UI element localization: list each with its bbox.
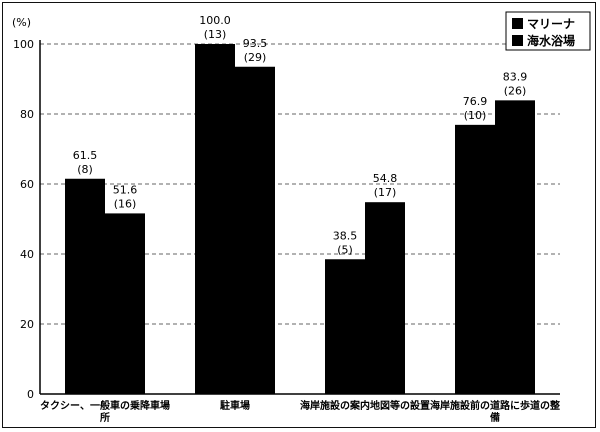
bar [105,213,145,394]
category-label: タクシー、一般車の乗降車場 [40,399,170,412]
y-tick-label: 40 [20,248,34,261]
y-tick-labels: 0 20 40 60 80 100 [13,38,34,401]
bar [65,178,105,394]
data-label-value: 83.9 [503,70,528,83]
category-label: 備 [490,411,500,424]
data-label-count: (29) [244,51,267,64]
data-label-count: (13) [204,28,227,41]
data-label-value: 38.5 [333,229,358,242]
data-label-count: (26) [504,84,527,97]
y-tick-label: 100 [13,38,34,51]
data-label-count: (8) [77,163,93,176]
data-labels: 61.5(8) 51.6(16) 100.0(13) 93.5(29) 38.5(5) 5… [73,14,528,256]
bar [455,124,495,394]
y-tick-label: 60 [20,178,34,191]
bar [325,259,365,394]
category-label: 駐車場 [220,399,250,412]
data-label-value: 54.8 [373,172,398,185]
y-tick-label: 0 [27,388,34,401]
legend-label: 海水浴場 [527,33,575,48]
data-label-count: (10) [464,109,487,122]
data-label-count: (16) [114,197,137,210]
y-axis-label: (%) [12,16,31,29]
legend-label: マリーナ [527,17,575,31]
bar [235,66,275,394]
data-label-value: 100.0 [199,14,231,27]
bar [365,202,405,394]
legend-swatch [512,35,523,46]
y-tick-label: 20 [20,318,34,331]
y-tick-label: 80 [20,108,34,121]
category-label: 所 [100,411,110,424]
data-label-count: (17) [374,186,397,199]
bar [195,44,235,394]
bars [65,44,535,394]
legend-swatch [512,18,523,29]
data-label-count: (5) [337,243,353,256]
category-label: 海岸施設の案内地図等の設置 [300,399,430,412]
category-label: 海岸施設前の道路に歩道の整 [430,399,560,412]
chart-frame [2,2,596,428]
data-label-value: 93.5 [243,37,268,50]
bar [495,100,535,394]
data-label-value: 61.5 [73,149,98,162]
data-label-value: 51.6 [113,183,138,196]
data-label-value: 76.9 [463,95,488,108]
